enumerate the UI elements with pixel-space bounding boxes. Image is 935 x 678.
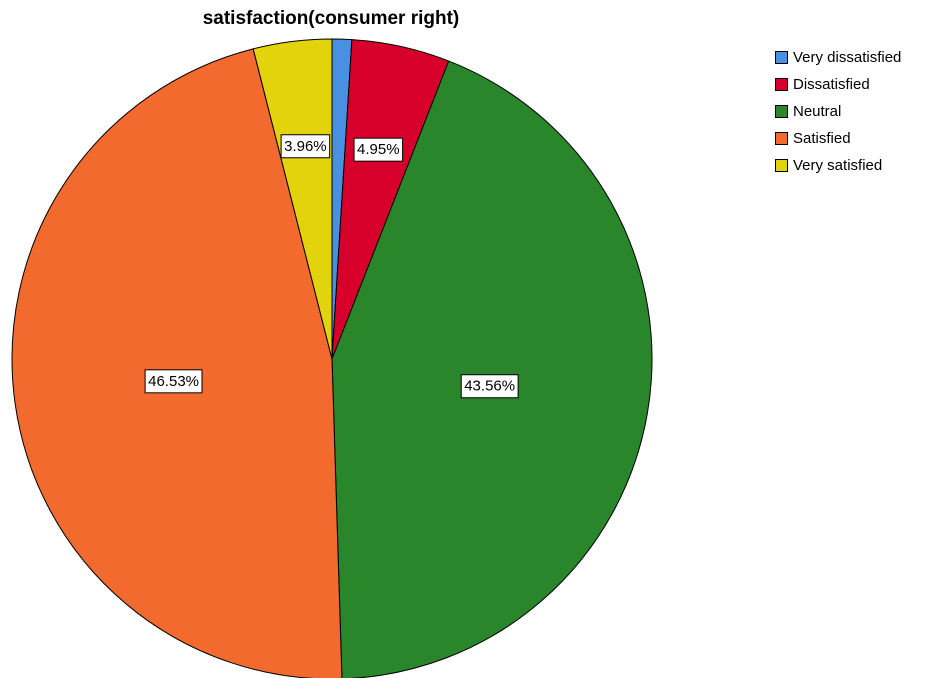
legend-swatch xyxy=(775,105,788,118)
legend-label: Neutral xyxy=(793,103,842,120)
svg-text:4.95%: 4.95% xyxy=(357,141,400,158)
legend-swatch xyxy=(775,78,788,91)
legend-item-very-dissatisfied: Very dissatisfied xyxy=(775,44,901,71)
pie-slice-satisfied xyxy=(11,48,343,678)
legend-swatch xyxy=(775,159,788,172)
legend-item-very-satisfied: Very satisfied xyxy=(775,152,901,179)
legend-label: Very satisfied xyxy=(793,157,883,174)
svg-text:3.96%: 3.96% xyxy=(284,138,327,155)
data-label-very-satisfied: 3.96% xyxy=(280,134,331,159)
svg-text:46.53%: 46.53% xyxy=(148,373,199,390)
svg-text:43.56%: 43.56% xyxy=(464,378,515,395)
legend-swatch xyxy=(775,132,788,145)
legend-item-satisfied: Satisfied xyxy=(775,125,901,152)
data-label-neutral: 43.56% xyxy=(460,374,519,399)
legend: Very dissatisfied Dissatisfied Neutral Sati… xyxy=(775,44,901,179)
legend-swatch xyxy=(775,51,788,64)
legend-label: Satisfied xyxy=(793,130,851,147)
legend-item-neutral: Neutral xyxy=(775,98,901,125)
pie-data-labels: 4.95% 43.56% 46.53% 3.96% xyxy=(144,134,519,399)
legend-label: Dissatisfied xyxy=(793,76,870,93)
chart-title: satisfaction(consumer right) xyxy=(202,8,460,29)
data-label-satisfied: 46.53% xyxy=(144,369,203,394)
data-label-dissatisfied: 4.95% xyxy=(353,137,404,162)
pie-slice-neutral xyxy=(331,60,653,678)
legend-label: Very dissatisfied xyxy=(793,49,902,66)
pie-slice-very-satisfied xyxy=(252,38,333,360)
legend-item-dissatisfied: Dissatisfied xyxy=(775,71,901,98)
pie-slices xyxy=(11,38,653,678)
